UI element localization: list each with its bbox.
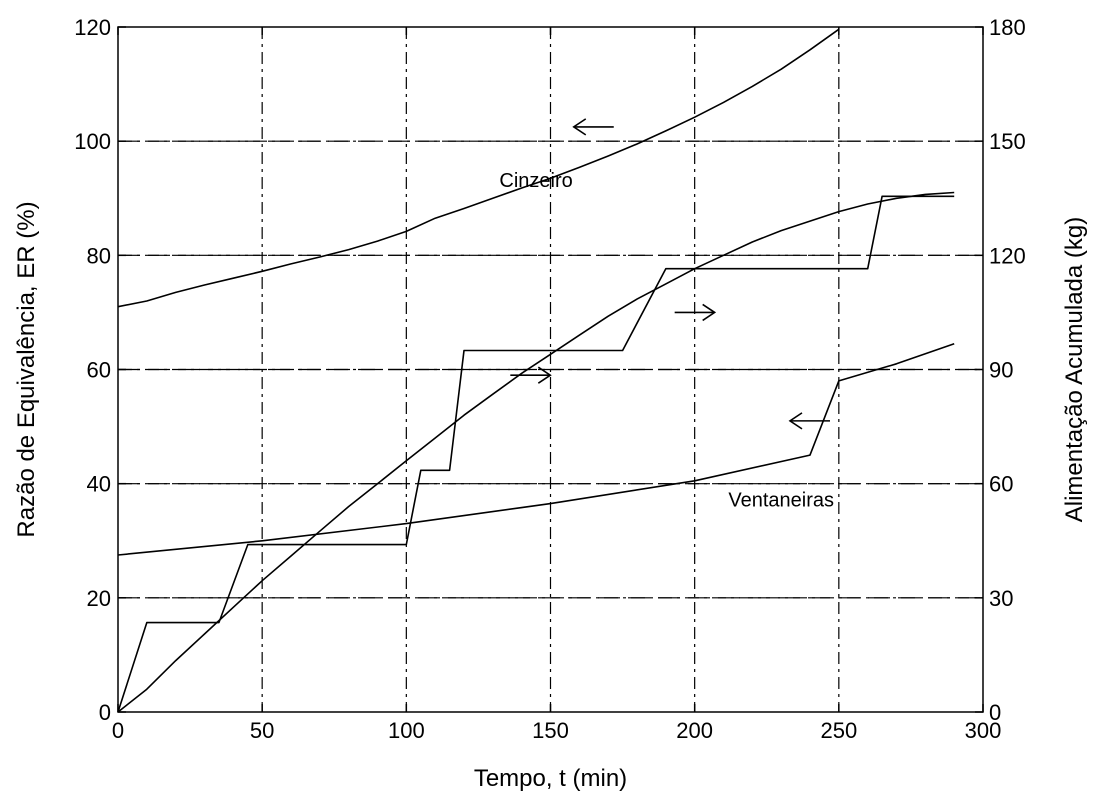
x-tick-label: 200 bbox=[676, 718, 713, 743]
annotation-arrow-left bbox=[572, 118, 614, 136]
arrow-head bbox=[537, 366, 552, 384]
arrow-head bbox=[572, 118, 587, 136]
series-group bbox=[117, 28, 955, 713]
y-tick-label-left: 100 bbox=[74, 129, 111, 154]
y-tick-label-right: 180 bbox=[989, 15, 1026, 40]
series-line-feed-curve bbox=[117, 191, 955, 713]
y-tick-label-right: 90 bbox=[989, 358, 1013, 383]
y-tick-label-left: 40 bbox=[87, 472, 111, 497]
arrow-head bbox=[788, 412, 803, 430]
x-tick-label: 300 bbox=[965, 718, 1002, 743]
x-tick-label: 100 bbox=[388, 718, 425, 743]
y-axis-label-right: Alimentação Acumulada (kg) bbox=[1061, 217, 1088, 522]
y-tick-label-left: 0 bbox=[99, 700, 111, 725]
y-tick-label-left: 120 bbox=[74, 15, 111, 40]
ticks-group: 0 50 100 150 200 250 3000204060801001200306090… bbox=[74, 15, 1025, 743]
y-axis-label-left: Razão de Equivalência, ER (%) bbox=[13, 201, 40, 537]
arrow-head bbox=[702, 303, 717, 322]
y-tick-label-right: 150 bbox=[989, 129, 1026, 154]
series-line-feed-steps bbox=[117, 195, 955, 713]
grid bbox=[118, 27, 983, 712]
annotation-label: Ventaneiras bbox=[728, 490, 834, 512]
y-tick-label-left: 20 bbox=[87, 586, 111, 611]
annotation-arrow-right bbox=[510, 366, 552, 384]
y-tick-label-left: 80 bbox=[87, 243, 111, 268]
annotation-arrow-right bbox=[674, 303, 717, 322]
y-tick-label-left: 60 bbox=[87, 358, 111, 383]
x-tick-label: 250 bbox=[820, 718, 857, 743]
annotations-group: Cinzeiro Ventaneiras bbox=[499, 118, 834, 512]
x-axis-label: Tempo, t (min) bbox=[474, 765, 627, 792]
annotation-label: Cinzeiro bbox=[499, 170, 572, 192]
y-tick-label-right: 60 bbox=[989, 472, 1013, 497]
x-tick-label: 0 bbox=[112, 718, 124, 743]
series-line-cinzeiro bbox=[117, 28, 840, 308]
x-tick-label: 150 bbox=[532, 718, 569, 743]
y-tick-label-right: 30 bbox=[989, 586, 1013, 611]
annotation-arrow-left bbox=[788, 412, 830, 430]
x-tick-label: 50 bbox=[250, 718, 274, 743]
y-tick-label-right: 120 bbox=[989, 243, 1026, 268]
series-line-ventaneiras bbox=[117, 343, 955, 556]
y-tick-label-right: 0 bbox=[989, 700, 1001, 725]
